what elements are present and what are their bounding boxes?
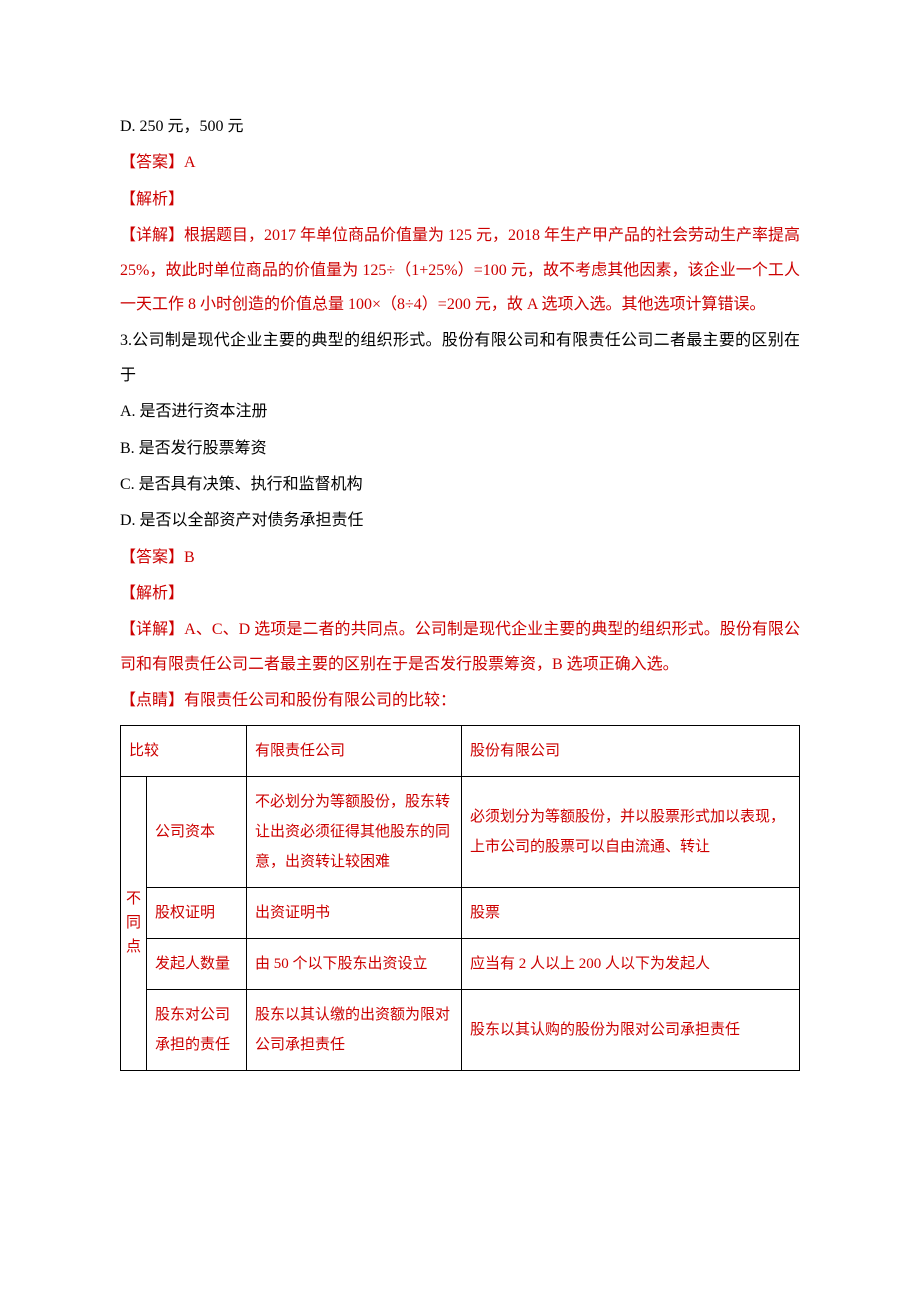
- th-compare: 比较: [121, 725, 247, 776]
- row-label: 股东对公司承担的责任: [147, 989, 247, 1070]
- table-row: 股东对公司承担的责任 股东以其认缴的出资额为限对公司承担责任 股东以其认购的股份…: [121, 989, 800, 1070]
- row-group-label: 不同点: [121, 776, 147, 1070]
- row-cell-a: 出资证明书: [247, 887, 462, 938]
- table-row: 发起人数量 由 50 个以下股东出资设立 应当有 2 人以上 200 人以下为发…: [121, 938, 800, 989]
- q3-dianjing: 【点睛】有限责任公司和股份有限公司的比较：: [120, 684, 800, 718]
- prev-option-d: D. 250 元，500 元: [120, 110, 800, 144]
- row-cell-b: 股东以其认购的股份为限对公司承担责任: [462, 989, 800, 1070]
- comparison-table: 比较 有限责任公司 股份有限公司 不同点 公司资本 不必划分为等额股份，股东转让…: [120, 725, 800, 1071]
- table-row: 不同点 公司资本 不必划分为等额股份，股东转让出资必须征得其他股东的同意，出资转…: [121, 776, 800, 887]
- prev-analysis-label: 【解析】: [120, 183, 800, 217]
- table-row: 股权证明 出资证明书 股票: [121, 887, 800, 938]
- row-cell-a: 股东以其认缴的出资额为限对公司承担责任: [247, 989, 462, 1070]
- row-cell-b: 应当有 2 人以上 200 人以下为发起人: [462, 938, 800, 989]
- row-cell-b: 股票: [462, 887, 800, 938]
- row-label: 股权证明: [147, 887, 247, 938]
- th-jsc: 股份有限公司: [462, 725, 800, 776]
- q3-analysis-label: 【解析】: [120, 577, 800, 611]
- q3-option-b: B. 是否发行股票筹资: [120, 432, 800, 466]
- q3-option-d: D. 是否以全部资产对债务承担责任: [120, 504, 800, 538]
- q3-detail: 【详解】A、C、D 选项是二者的共同点。公司制是现代企业主要的典型的组织形式。股…: [120, 613, 800, 682]
- row-cell-b: 必须划分为等额股份，并以股票形式加以表现，上市公司的股票可以自由流通、转让: [462, 776, 800, 887]
- q3-option-a: A. 是否进行资本注册: [120, 395, 800, 429]
- row-label: 发起人数量: [147, 938, 247, 989]
- q3-answer: 【答案】B: [120, 541, 800, 575]
- row-label: 公司资本: [147, 776, 247, 887]
- th-llc: 有限责任公司: [247, 725, 462, 776]
- row-cell-a: 由 50 个以下股东出资设立: [247, 938, 462, 989]
- prev-answer: 【答案】A: [120, 146, 800, 180]
- q3-option-c: C. 是否具有决策、执行和监督机构: [120, 468, 800, 502]
- q3-stem: 3.公司制是现代企业主要的典型的组织形式。股份有限公司和有限责任公司二者最主要的…: [120, 324, 800, 393]
- prev-detail: 【详解】根据题目，2017 年单位商品价值量为 125 元，2018 年生产甲产…: [120, 219, 800, 322]
- table-header-row: 比较 有限责任公司 股份有限公司: [121, 725, 800, 776]
- row-cell-a: 不必划分为等额股份，股东转让出资必须征得其他股东的同意，出资转让较困难: [247, 776, 462, 887]
